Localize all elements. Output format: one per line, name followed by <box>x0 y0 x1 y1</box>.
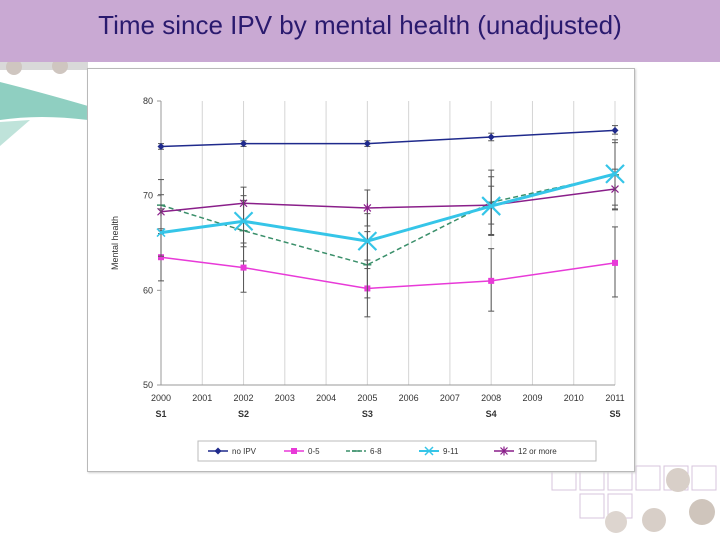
title-bar <box>0 0 720 62</box>
survey-label: S3 <box>362 409 373 419</box>
x-tick-label: 2002 <box>234 393 254 403</box>
data-point <box>357 231 378 251</box>
x-tick-label: 2005 <box>357 393 377 403</box>
y-tick-label: 50 <box>143 380 153 390</box>
y-axis-label: Mental health <box>110 216 120 270</box>
chart-frame: 50 60 70 80 2000 2001 2002 2003 2004 2005 2006 2007… <box>87 68 635 472</box>
x-tick-label: 2000 <box>151 393 171 403</box>
series-6-8 <box>157 139 619 299</box>
decorative-photo-strip <box>0 62 88 146</box>
y-tick-label: 80 <box>143 96 153 106</box>
series-line <box>160 174 616 266</box>
decorative-photo-grid <box>551 465 717 533</box>
line-chart: 50 60 70 80 2000 2001 2002 2003 2004 2005 2006 2007… <box>110 96 625 462</box>
series-9-11 <box>156 142 625 270</box>
series-line <box>160 129 616 148</box>
legend-box <box>197 440 597 462</box>
series-line <box>160 256 616 290</box>
x-tick-label: 2004 <box>316 393 336 403</box>
data-point <box>611 126 619 134</box>
slide-title: Time since IPV by mental health (unadjus… <box>98 10 622 40</box>
legend-label: 12 or more <box>518 447 557 456</box>
data-point <box>605 164 625 184</box>
y-tick-label: 70 <box>143 191 153 201</box>
legend: no IPV 0-5 6-8 9-11 12 or more <box>197 440 597 462</box>
x-tick-label: 2008 <box>481 393 501 403</box>
x-tick-label: 2006 <box>399 393 419 403</box>
survey-label: S4 <box>486 409 497 419</box>
series-no-IPV <box>157 125 619 150</box>
x-tick-label: 2007 <box>440 393 460 403</box>
legend-label: 6-8 <box>370 447 382 456</box>
data-point <box>487 133 495 141</box>
data-point <box>233 211 254 232</box>
data-point <box>158 254 164 261</box>
series <box>156 125 625 318</box>
data-point <box>156 228 166 238</box>
data-point <box>481 196 501 216</box>
series-12-or-more <box>157 168 619 230</box>
legend-label: 0-5 <box>308 447 320 456</box>
data-point <box>488 277 495 284</box>
data-point <box>240 140 248 148</box>
data-point <box>240 264 247 271</box>
data-point <box>363 203 372 213</box>
series-0-5 <box>158 226 618 318</box>
data-point <box>500 446 508 456</box>
survey-label: S2 <box>238 409 249 419</box>
x-tick-label: 2011 <box>605 393 624 403</box>
data-point <box>612 259 618 266</box>
data-point <box>214 447 222 455</box>
x-tick-label: 2010 <box>564 393 584 403</box>
y-tick-label: 60 <box>143 285 153 295</box>
legend-label: no IPV <box>232 447 257 456</box>
data-point <box>157 142 165 150</box>
data-point <box>291 448 297 454</box>
legend-label: 9-11 <box>443 447 459 456</box>
axes: 50 60 70 80 2000 2001 2002 2003 2004 2005 2006 2007… <box>110 96 625 419</box>
data-point <box>363 140 371 148</box>
x-tick-label: 2009 <box>522 393 542 403</box>
survey-label: S1 <box>155 409 166 419</box>
survey-label: S5 <box>609 409 620 419</box>
x-tick-label: 2001 <box>192 393 212 403</box>
x-tick-label: 2003 <box>275 393 295 403</box>
data-point <box>424 446 434 456</box>
